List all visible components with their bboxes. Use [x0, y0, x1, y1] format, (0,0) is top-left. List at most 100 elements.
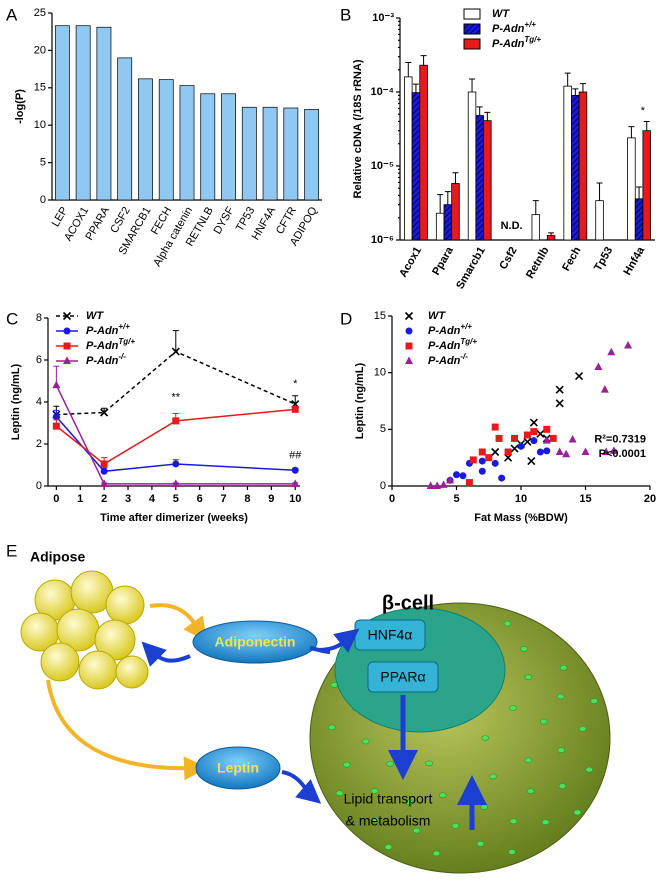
point	[555, 447, 564, 455]
error-bar	[420, 55, 427, 66]
x-tick-label: Hnf4a	[622, 244, 648, 277]
point	[511, 434, 519, 442]
point	[536, 429, 545, 438]
y-tick-label: 15	[34, 82, 46, 94]
adiponectin-node	[192, 620, 318, 664]
y-tick-label: 10⁻⁵	[371, 160, 394, 172]
bar	[411, 92, 421, 241]
bar	[563, 85, 572, 241]
bar	[642, 130, 651, 241]
error-bar	[469, 78, 476, 92]
x-tick-label: 20	[644, 493, 656, 505]
legend-label: P-AdnTg/+	[492, 35, 541, 50]
point	[607, 347, 616, 356]
granule	[481, 735, 490, 741]
point	[530, 428, 538, 436]
point	[529, 418, 538, 427]
granule	[578, 726, 587, 732]
legend-marker	[405, 327, 413, 335]
lipid-label: Lipid transport	[344, 791, 433, 807]
y-tick-label: 2	[36, 438, 42, 450]
bar	[75, 25, 91, 201]
adiponectin-label: Adiponectin	[215, 634, 296, 650]
legend-label: WT	[428, 310, 446, 322]
point	[171, 479, 180, 487]
point	[453, 471, 460, 479]
bar	[304, 109, 320, 201]
granule	[451, 822, 460, 829]
point	[52, 422, 60, 430]
granule	[503, 620, 512, 627]
x-tick-label: 7	[221, 493, 227, 505]
point	[609, 446, 618, 454]
point	[530, 437, 538, 445]
x-tick-label: 0	[53, 493, 59, 505]
point	[291, 405, 299, 413]
bar	[283, 107, 299, 201]
point	[543, 425, 551, 433]
point	[433, 481, 442, 489]
granule	[335, 790, 344, 796]
error-bar	[596, 182, 603, 201]
y-tick-label: 10⁻⁴	[371, 86, 394, 98]
point	[549, 434, 557, 442]
legend-marker	[63, 327, 71, 335]
x-tick-label: 3	[125, 493, 131, 505]
x-tick-label: 10	[515, 493, 527, 505]
legend-marker	[405, 342, 413, 350]
error-bar	[412, 83, 419, 93]
ppara-label: PPARα	[380, 669, 425, 685]
y-tick-label: 4	[36, 396, 42, 408]
bar	[200, 93, 216, 201]
error-bar	[292, 395, 299, 405]
point	[523, 437, 532, 446]
legend-label: P-Adn+/+	[492, 20, 536, 35]
granule	[476, 840, 485, 847]
point	[439, 480, 448, 488]
legend-marker	[405, 356, 413, 364]
x-tick-label: 2	[101, 493, 107, 505]
granule	[405, 799, 414, 806]
point	[171, 347, 180, 356]
point	[478, 448, 486, 456]
arrow	[149, 603, 207, 642]
point	[469, 456, 477, 464]
legend-label: P-AdnTg/+	[86, 337, 135, 352]
point	[100, 460, 108, 468]
point	[52, 413, 60, 421]
bar	[443, 204, 453, 241]
granule	[524, 674, 533, 681]
x-tick-label: 5	[453, 493, 459, 505]
point	[624, 340, 633, 349]
x-tick-label: 5	[173, 493, 179, 505]
legend-label: P-AdnTg/+	[428, 337, 477, 352]
error-bar	[564, 72, 571, 87]
annotation: N.D.	[501, 220, 523, 232]
x-axis-label: Fat Mass (%BDW)	[474, 512, 568, 524]
error-bar	[579, 83, 586, 92]
bar	[54, 25, 70, 201]
y-tick-label: 0	[40, 194, 46, 206]
bar	[595, 200, 604, 241]
granule	[371, 816, 380, 823]
point	[574, 372, 584, 381]
granule	[509, 818, 518, 825]
error-bar	[548, 232, 555, 236]
beta-cell-label: β-cell	[382, 592, 434, 614]
legend-label: P-Adn+/+	[428, 322, 472, 337]
y-tick-label: 8	[36, 312, 42, 324]
point	[100, 408, 109, 417]
point	[172, 417, 180, 425]
y-tick-label: 5	[40, 157, 46, 169]
granule	[558, 783, 567, 789]
point	[291, 479, 300, 487]
arrow	[141, 641, 191, 667]
x-tick-label: Smarcb1	[454, 245, 488, 291]
panel-label: E	[6, 541, 17, 560]
point	[491, 459, 499, 467]
x-tick-label: DYSF	[212, 205, 237, 237]
y-tick-label: 0	[380, 480, 386, 492]
bar	[483, 120, 492, 241]
point	[495, 434, 503, 442]
bar	[404, 76, 413, 241]
